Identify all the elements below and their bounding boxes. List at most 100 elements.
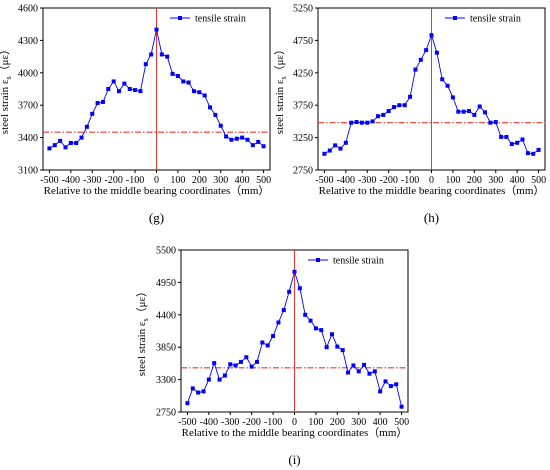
data-point bbox=[346, 370, 351, 375]
data-point bbox=[261, 144, 266, 149]
data-point bbox=[206, 377, 211, 382]
data-point bbox=[224, 134, 229, 139]
data-point bbox=[208, 105, 213, 110]
data-point bbox=[319, 328, 324, 333]
x-tick-label: -400 bbox=[200, 417, 218, 428]
y-tick-label: 3100 bbox=[18, 166, 38, 177]
data-point bbox=[63, 145, 68, 150]
y-axis-label-symbol: ε bbox=[0, 79, 11, 84]
y-axis-label: steel strain εs（με） bbox=[135, 286, 150, 376]
data-point bbox=[218, 123, 223, 128]
data-point bbox=[365, 120, 370, 125]
y-tick-label: 3400 bbox=[18, 133, 38, 144]
data-point bbox=[228, 362, 233, 367]
data-point bbox=[408, 94, 413, 99]
data-point bbox=[370, 119, 375, 124]
data-point bbox=[217, 377, 222, 382]
data-point bbox=[351, 363, 356, 368]
y-axis-label-unit: （με） bbox=[0, 44, 11, 77]
data-point bbox=[372, 369, 377, 374]
x-tick-label: 200 bbox=[192, 175, 207, 186]
data-point bbox=[233, 363, 238, 368]
y-tick-label: 4000 bbox=[18, 68, 38, 79]
panel-label: (i) bbox=[288, 452, 300, 467]
x-tick-label: -400 bbox=[337, 175, 355, 186]
data-point bbox=[493, 120, 498, 125]
data-point bbox=[297, 286, 302, 291]
data-point bbox=[429, 33, 434, 38]
data-point bbox=[74, 141, 79, 145]
data-point bbox=[222, 373, 227, 378]
y-tick-label: 2750 bbox=[293, 166, 313, 177]
data-point bbox=[271, 334, 276, 339]
data-point bbox=[234, 136, 239, 141]
y-axis-label-text: steel strain bbox=[274, 84, 286, 134]
data-point bbox=[504, 134, 509, 139]
data-point bbox=[424, 48, 429, 53]
data-point bbox=[375, 114, 380, 119]
data-point bbox=[138, 89, 143, 94]
data-point bbox=[386, 109, 391, 114]
data-point bbox=[47, 146, 52, 151]
data-point bbox=[445, 83, 450, 88]
y-tick-label: 3700 bbox=[18, 101, 38, 112]
data-point bbox=[472, 112, 477, 117]
data-point bbox=[106, 87, 111, 91]
data-point bbox=[68, 141, 73, 145]
data-point bbox=[381, 112, 386, 117]
data-point bbox=[356, 369, 361, 374]
data-point bbox=[367, 371, 372, 376]
data-point bbox=[127, 87, 132, 91]
data-point bbox=[343, 140, 348, 145]
data-point bbox=[165, 54, 170, 59]
chart-panel-h: -500 -400 -300 -200 -100 0 100 200 300 400 500 2750… bbox=[273, 4, 546, 226]
data-point bbox=[244, 355, 249, 360]
x-tick-label: -500 bbox=[178, 417, 196, 428]
y-tick-label: 5500 bbox=[156, 246, 176, 257]
data-point bbox=[117, 89, 122, 94]
data-point bbox=[287, 289, 292, 294]
y-axis-label-subscript: s bbox=[279, 76, 288, 79]
x-tick-label: -200 bbox=[242, 417, 260, 428]
panel-label: (g) bbox=[149, 210, 164, 225]
y-tick-label: 4400 bbox=[156, 310, 176, 321]
data-point bbox=[349, 120, 354, 125]
data-point bbox=[324, 345, 329, 350]
y-tick-label: 4300 bbox=[18, 36, 38, 47]
legend-label: tensile strain bbox=[470, 14, 521, 25]
data-point bbox=[418, 57, 423, 62]
data-point bbox=[536, 147, 541, 152]
data-point bbox=[212, 361, 217, 366]
y-tick-label: 3250 bbox=[293, 133, 313, 144]
data-point bbox=[186, 80, 191, 85]
data-point bbox=[394, 382, 399, 387]
data-point bbox=[133, 88, 138, 93]
x-tick-label: -300 bbox=[221, 417, 239, 428]
data-point bbox=[531, 151, 536, 156]
data-point bbox=[100, 99, 105, 104]
y-tick-label: 3750 bbox=[293, 101, 313, 112]
data-point bbox=[238, 359, 243, 364]
data-point bbox=[175, 74, 180, 79]
data-point bbox=[313, 326, 318, 331]
y-axis-label: steel strain εs（με） bbox=[0, 44, 13, 134]
data-point bbox=[327, 148, 332, 153]
x-tick-label: -400 bbox=[62, 175, 80, 186]
x-tick-label: 300 bbox=[351, 417, 366, 428]
x-axis-label: Relative to the middle bearing coordinat… bbox=[44, 184, 270, 197]
y-axis-label-text: steel strain bbox=[0, 84, 11, 134]
x-tick-label: 200 bbox=[467, 175, 482, 186]
data-point bbox=[52, 143, 57, 148]
data-point bbox=[392, 105, 397, 110]
data-point bbox=[397, 103, 402, 108]
data-point bbox=[383, 379, 388, 384]
data-point bbox=[201, 389, 206, 394]
data-point bbox=[303, 312, 308, 317]
data-point bbox=[213, 112, 218, 117]
data-point bbox=[378, 389, 383, 394]
y-tick-label: 2750 bbox=[156, 408, 176, 419]
data-point bbox=[249, 364, 254, 369]
y-axis-label-subscript: s bbox=[141, 318, 150, 321]
data-point bbox=[335, 344, 340, 349]
data-point bbox=[483, 110, 488, 115]
